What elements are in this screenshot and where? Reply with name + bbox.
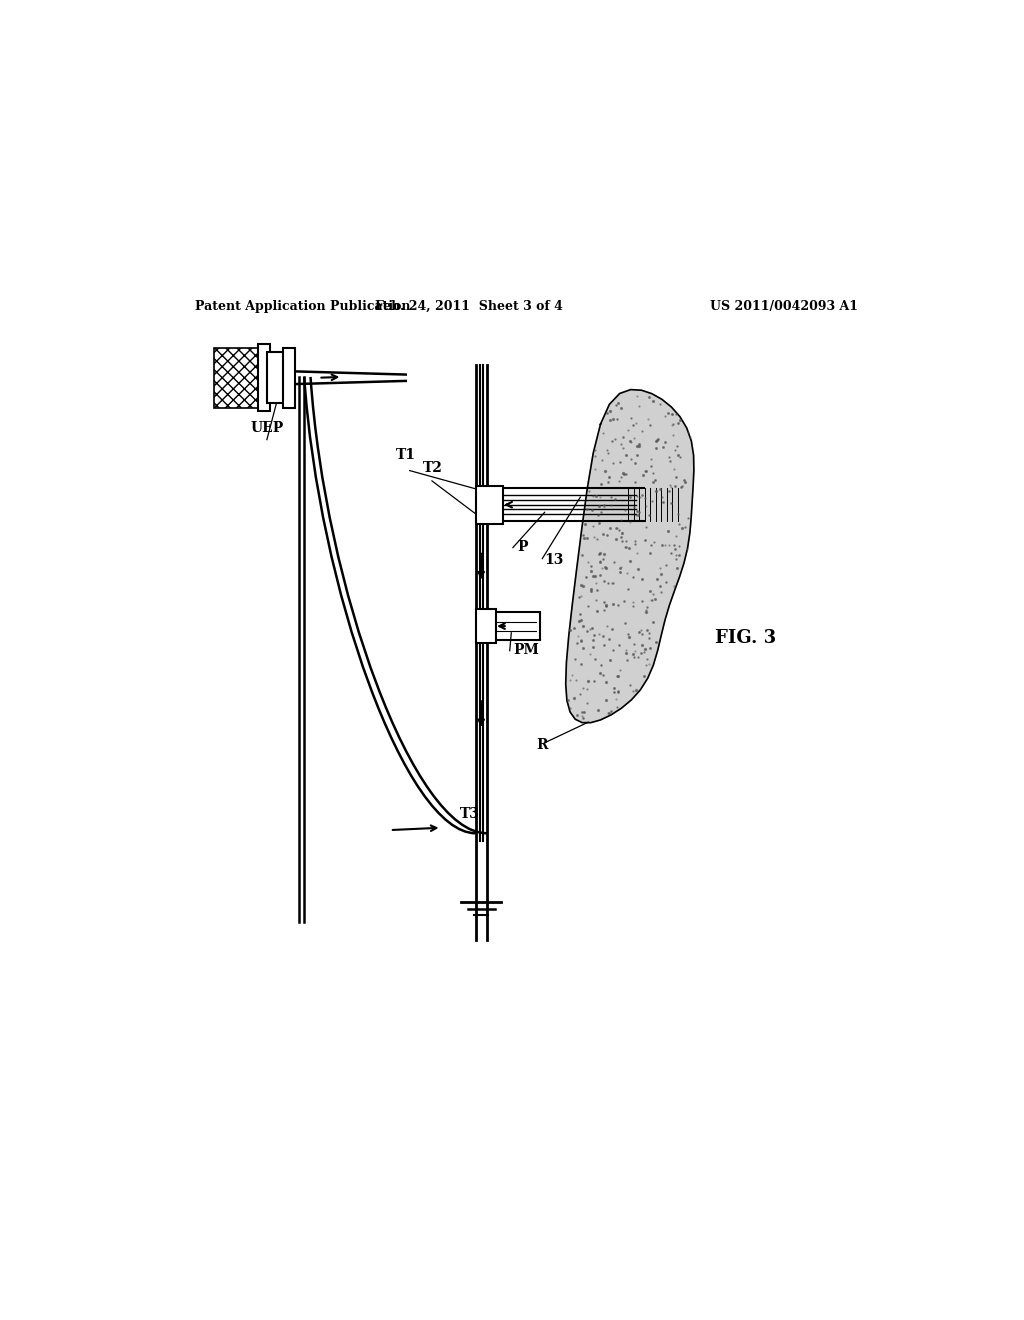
Bar: [214, 347, 261, 408]
Text: R: R: [537, 738, 548, 752]
Polygon shape: [565, 389, 694, 722]
Bar: [267, 352, 285, 403]
Bar: [475, 486, 503, 524]
Text: FIG. 3: FIG. 3: [715, 628, 776, 647]
Text: PM: PM: [514, 643, 540, 657]
Text: T1: T1: [396, 447, 416, 462]
Text: T2: T2: [423, 461, 443, 475]
Text: US 2011/0042093 A1: US 2011/0042093 A1: [710, 300, 858, 313]
Text: P: P: [517, 540, 527, 554]
Bar: [258, 345, 270, 411]
Bar: [475, 610, 496, 643]
Text: T3: T3: [460, 807, 479, 821]
Text: Patent Application Publication: Patent Application Publication: [196, 300, 411, 313]
Text: UEP: UEP: [251, 421, 285, 434]
Bar: [283, 347, 295, 408]
Text: Feb. 24, 2011  Sheet 3 of 4: Feb. 24, 2011 Sheet 3 of 4: [376, 300, 563, 313]
Text: 13: 13: [545, 553, 564, 566]
